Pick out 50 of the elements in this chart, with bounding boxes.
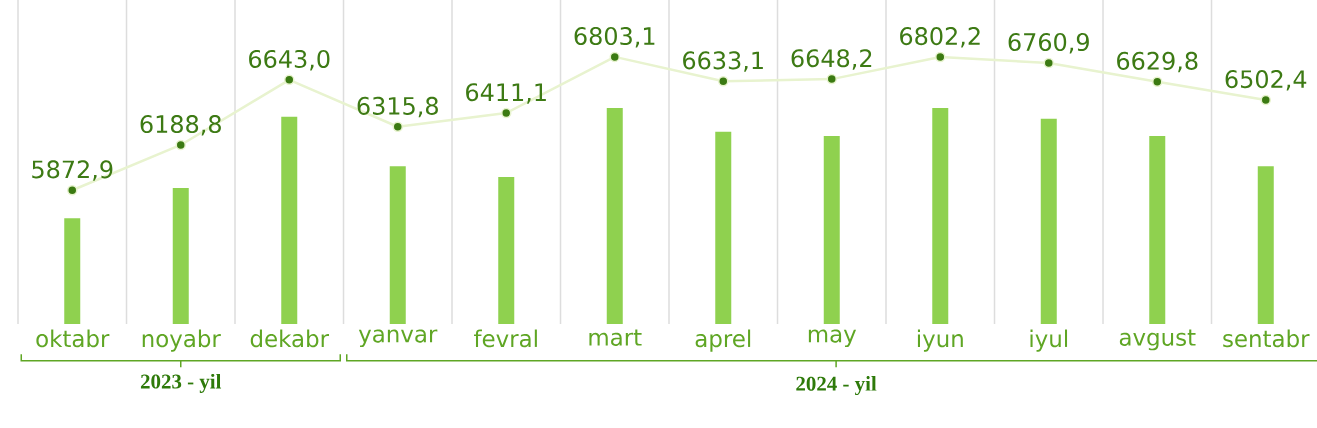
data-label: 6633,1: [683, 51, 763, 72]
bar: [389, 166, 406, 324]
point: [1260, 94, 1272, 106]
data-label: 6188,8: [140, 115, 221, 136]
bar: [1040, 118, 1057, 324]
x-tick-label: avgust: [1119, 329, 1196, 351]
data-label: 6760,9: [1008, 33, 1089, 54]
x-tick-label: oktabr: [36, 329, 110, 348]
data-label: 6802,2: [900, 27, 980, 48]
text: 2023 - yil: [140, 373, 222, 393]
x-tick-label: fevral: [474, 329, 537, 348]
point: [501, 107, 512, 119]
point: [1043, 57, 1055, 69]
data-label: 6803,1: [574, 26, 655, 48]
x-tick-label: iyun: [917, 329, 963, 352]
point: [826, 73, 838, 85]
point: [175, 139, 186, 151]
point: [67, 185, 78, 196]
x-tick-label: yanvar: [358, 329, 438, 348]
point: [935, 51, 946, 63]
x-tick-label: dekabr: [250, 329, 330, 348]
x-tick-label: iyul: [1030, 329, 1068, 352]
data-label: 6411,1: [466, 83, 546, 104]
bar: [1149, 136, 1166, 324]
bar: [823, 136, 840, 324]
bar: [498, 177, 515, 324]
data-label: 6315,8: [357, 96, 438, 118]
data-label: 6648,2: [791, 49, 872, 70]
point: [609, 51, 621, 63]
x-tick-label: mart: [589, 329, 642, 346]
point: [1152, 76, 1163, 87]
bar: [932, 108, 949, 324]
text: 2024 - yil: [796, 376, 877, 396]
bar: [1257, 166, 1274, 324]
bar: [172, 187, 189, 324]
point: [284, 74, 295, 86]
x-tick-label: aprel: [695, 329, 751, 352]
data-label: 6629,8: [1117, 51, 1198, 73]
data-label: 5872,9: [32, 160, 113, 181]
bar: [281, 116, 298, 324]
data-label: 6502,4: [1225, 70, 1307, 91]
bar: [606, 108, 623, 324]
bar: [64, 218, 81, 324]
point: [392, 121, 403, 133]
bar: [715, 131, 732, 324]
x-tick-label: noyabr: [142, 329, 221, 352]
x-tick-label: sentabr: [1223, 329, 1310, 348]
x-tick-label: may: [808, 329, 857, 348]
data-label: 6643,0: [249, 49, 330, 71]
point: [718, 76, 729, 87]
